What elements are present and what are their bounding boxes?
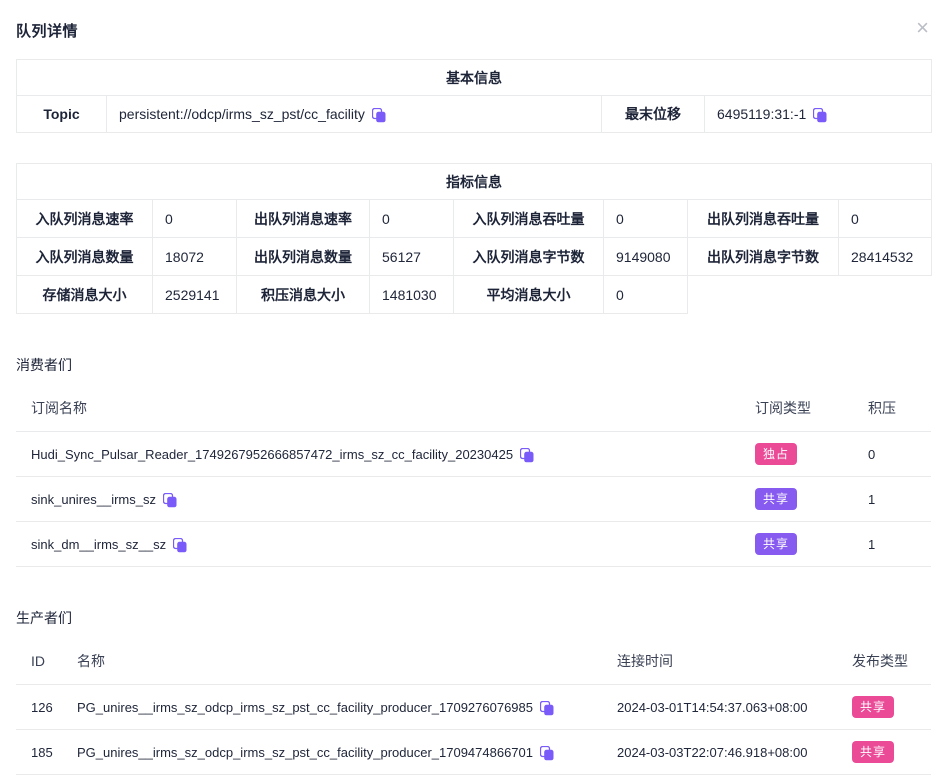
col-id: ID bbox=[16, 641, 77, 685]
metric-value: 0 bbox=[369, 199, 454, 238]
metric-label: 出队列消息吞吐量 bbox=[687, 199, 839, 238]
col-backlog: 积压 bbox=[868, 388, 931, 432]
copy-icon[interactable] bbox=[813, 107, 827, 123]
producer-connect-time: 2024-03-03T22:07:46.918+08:00 bbox=[617, 729, 852, 775]
producer-id: 185 bbox=[16, 729, 77, 775]
last-offset-value: 6495119:31:-1 bbox=[717, 106, 807, 122]
empty-cell bbox=[688, 276, 932, 314]
copy-icon[interactable] bbox=[539, 745, 554, 761]
col-name: 名称 bbox=[77, 641, 617, 685]
consumers-table: 订阅名称 订阅类型 积压 Hudi_Sync_Pulsar_Reader_174… bbox=[16, 388, 931, 567]
metric-value: 0 bbox=[603, 199, 688, 238]
metric-value: 9149080 bbox=[603, 237, 688, 276]
metric-value: 0 bbox=[603, 275, 688, 314]
metric-value: 0 bbox=[152, 199, 237, 238]
close-icon[interactable]: × bbox=[916, 15, 929, 40]
backlog-value: 0 bbox=[868, 431, 931, 477]
metric-label: 入队列消息吞吐量 bbox=[453, 199, 604, 238]
producers-table: ID 名称 连接时间 发布类型 126 PG_unires__irms_sz_o… bbox=[16, 641, 931, 775]
col-subscription-type: 订阅类型 bbox=[755, 388, 868, 432]
col-publish-type: 发布类型 bbox=[852, 641, 931, 685]
subscription-name: Hudi_Sync_Pulsar_Reader_1749267952666857… bbox=[31, 446, 514, 462]
metric-label: 入队列消息数量 bbox=[16, 237, 153, 276]
backlog-value: 1 bbox=[868, 476, 931, 522]
metric-value: 56127 bbox=[369, 237, 454, 276]
consumer-row: Hudi_Sync_Pulsar_Reader_1749267952666857… bbox=[16, 431, 931, 477]
subscription-type-badge: 独占 bbox=[755, 443, 798, 465]
topic-value: persistent://odcp/irms_sz_pst/cc_facilit… bbox=[119, 106, 365, 122]
producer-name: PG_unires__irms_sz_odcp_irms_sz_pst_cc_f… bbox=[77, 699, 533, 715]
metric-label: 出队列消息数量 bbox=[236, 237, 370, 276]
subscription-type-badge: 共享 bbox=[755, 488, 798, 510]
col-subscription-name: 订阅名称 bbox=[16, 388, 755, 432]
metric-label: 出队列消息字节数 bbox=[687, 237, 839, 276]
metric-value: 2529141 bbox=[152, 275, 237, 314]
copy-icon[interactable] bbox=[539, 700, 554, 716]
last-offset-label: 最末位移 bbox=[601, 95, 705, 133]
metric-label: 存储消息大小 bbox=[16, 275, 153, 314]
metric-value: 28414532 bbox=[838, 237, 932, 276]
modal-header: 队列详情 × bbox=[16, 0, 931, 41]
basic-info-header: 基本信息 bbox=[16, 59, 932, 96]
producers-section-title: 生产者们 bbox=[16, 610, 72, 626]
metric-label: 入队列消息速率 bbox=[16, 199, 153, 238]
metric-label: 入队列消息字节数 bbox=[453, 237, 604, 276]
subscription-type-badge: 共享 bbox=[755, 533, 798, 555]
subscription-name: sink_dm__irms_sz__sz bbox=[31, 536, 167, 552]
metrics-header: 指标信息 bbox=[16, 163, 932, 200]
producer-row: 185 PG_unires__irms_sz_odcp_irms_sz_pst_… bbox=[16, 729, 931, 775]
copy-icon[interactable] bbox=[519, 447, 534, 463]
producer-row: 126 PG_unires__irms_sz_odcp_irms_sz_pst_… bbox=[16, 684, 931, 730]
publish-type-badge: 共享 bbox=[852, 741, 895, 763]
copy-icon[interactable] bbox=[172, 537, 187, 553]
metrics-table: 指标信息 入队列消息速率 0 出队列消息速率 0 入队列消息吞吐量 0 出队列消… bbox=[16, 163, 932, 314]
metric-label: 出队列消息速率 bbox=[236, 199, 370, 238]
metrics-row: 存储消息大小 2529141 积压消息大小 1481030 平均消息大小 0 bbox=[16, 275, 932, 314]
metrics-row: 入队列消息速率 0 出队列消息速率 0 入队列消息吞吐量 0 出队列消息吞吐量 … bbox=[16, 199, 932, 238]
consumers-section-title: 消费者们 bbox=[16, 357, 72, 373]
metric-value: 18072 bbox=[152, 237, 237, 276]
consumer-row: sink_dm__irms_sz__sz 共享 1 bbox=[16, 521, 931, 567]
subscription-name: sink_unires__irms_sz bbox=[31, 491, 156, 507]
producer-name: PG_unires__irms_sz_odcp_irms_sz_pst_cc_f… bbox=[77, 744, 533, 760]
metric-value: 1481030 bbox=[369, 275, 454, 314]
col-connect-time: 连接时间 bbox=[617, 641, 852, 685]
copy-icon[interactable] bbox=[371, 107, 386, 123]
backlog-value: 1 bbox=[868, 521, 931, 567]
copy-icon[interactable] bbox=[162, 492, 177, 508]
metric-label: 平均消息大小 bbox=[453, 275, 604, 314]
producer-connect-time: 2024-03-01T14:54:37.063+08:00 bbox=[617, 684, 852, 730]
consumer-row: sink_unires__irms_sz 共享 1 bbox=[16, 476, 931, 522]
producer-id: 126 bbox=[16, 684, 77, 730]
modal-title: 队列详情 bbox=[16, 23, 79, 40]
publish-type-badge: 共享 bbox=[852, 696, 895, 718]
topic-label: Topic bbox=[16, 95, 107, 133]
basic-info-table: 基本信息 Topic persistent://odcp/irms_sz_pst… bbox=[16, 59, 932, 133]
metric-value: 0 bbox=[838, 199, 932, 238]
metrics-row: 入队列消息数量 18072 出队列消息数量 56127 入队列消息字节数 914… bbox=[16, 237, 932, 276]
metric-label: 积压消息大小 bbox=[236, 275, 370, 314]
